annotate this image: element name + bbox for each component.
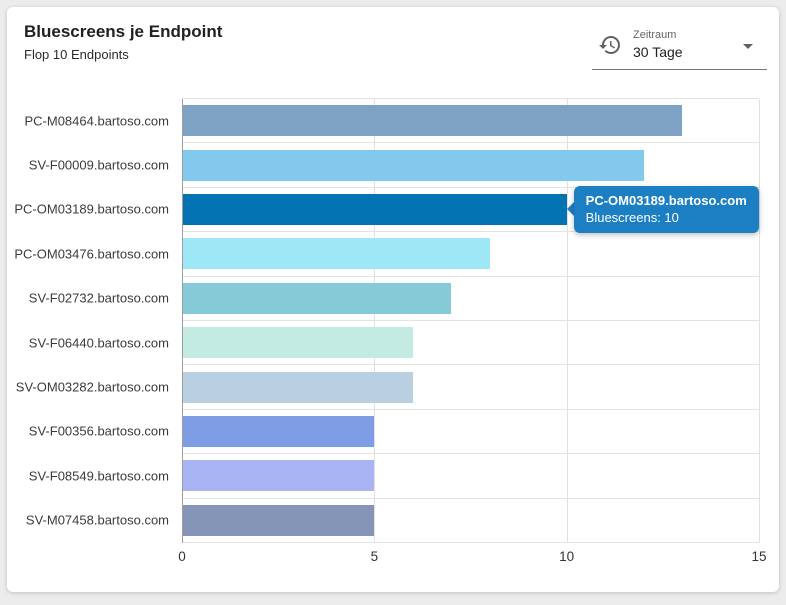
bar-row: SV-F00356.bartoso.com (29, 410, 759, 455)
bar[interactable] (182, 327, 413, 359)
bar-label: SV-OM03282.bartoso.com (15, 379, 169, 395)
gridline (566, 99, 568, 543)
bar[interactable] (182, 238, 490, 270)
chart-card: Bluescreens je Endpoint Flop 10 Endpoint… (7, 7, 779, 592)
bar-row: SV-F08549.bartoso.com (29, 454, 759, 499)
bar[interactable] (182, 282, 452, 314)
bar-label: PC-OM03189.bartoso.com (14, 201, 169, 217)
period-select-texts: Zeitraum 30 Tage (633, 29, 683, 60)
bar-label: SV-F00009.bartoso.com (28, 157, 169, 173)
history-icon (598, 33, 622, 57)
gridline (759, 99, 760, 543)
x-tick-label: 15 (751, 549, 767, 564)
bar-label: PC-M08464.bartoso.com (24, 113, 169, 129)
chevron-down-icon (743, 44, 753, 49)
period-select[interactable]: Zeitraum 30 Tage (592, 20, 767, 70)
bar-row: SV-F06440.bartoso.com (29, 321, 759, 366)
page-title: Bluescreens je Endpoint (24, 22, 223, 41)
bar[interactable] (182, 193, 567, 225)
period-select-label: Zeitraum (633, 29, 677, 41)
bar-label: SV-F08549.bartoso.com (28, 468, 169, 484)
bar-label: SV-F02732.bartoso.com (28, 290, 169, 306)
bar-label: SV-F00356.bartoso.com (28, 423, 169, 439)
bar[interactable] (182, 415, 375, 447)
page-subtitle: Flop 10 Endpoints (24, 47, 129, 62)
bar[interactable] (182, 149, 644, 181)
bar-row: PC-OM03189.bartoso.com (14, 188, 759, 233)
bar-row: SV-F00009.bartoso.com (29, 143, 759, 188)
y-axis-line (182, 99, 183, 543)
bar[interactable] (182, 504, 375, 536)
bar[interactable] (182, 460, 375, 492)
plot-area: PC-M08464.bartoso.com SV-F00009.bartoso.c… (14, 98, 760, 543)
bar-row: PC-M08464.bartoso.com (24, 99, 759, 144)
bar-row: SV-M07458.bartoso.com (26, 499, 759, 543)
bar-row: SV-OM03282.bartoso.com (16, 365, 759, 410)
bar[interactable] (182, 371, 413, 403)
bar-row: SV-F02732.bartoso.com (29, 277, 759, 321)
bar-row: PC-OM03476.bartoso.com (14, 232, 759, 277)
x-axis-ticks: 0 5 10 15 (178, 549, 766, 567)
x-tick-label: 10 (559, 549, 575, 564)
bar-label: PC-OM03476.bartoso.com (14, 246, 169, 262)
bar-label: SV-M07458.bartoso.com (25, 512, 169, 528)
period-select-value: 30 Tage (633, 44, 683, 60)
gridline (374, 99, 376, 543)
x-tick-label: 0 (178, 549, 186, 564)
x-tick-label: 5 (370, 549, 379, 564)
bar[interactable] (182, 105, 683, 137)
bar-label: SV-F06440.bartoso.com (28, 335, 169, 351)
